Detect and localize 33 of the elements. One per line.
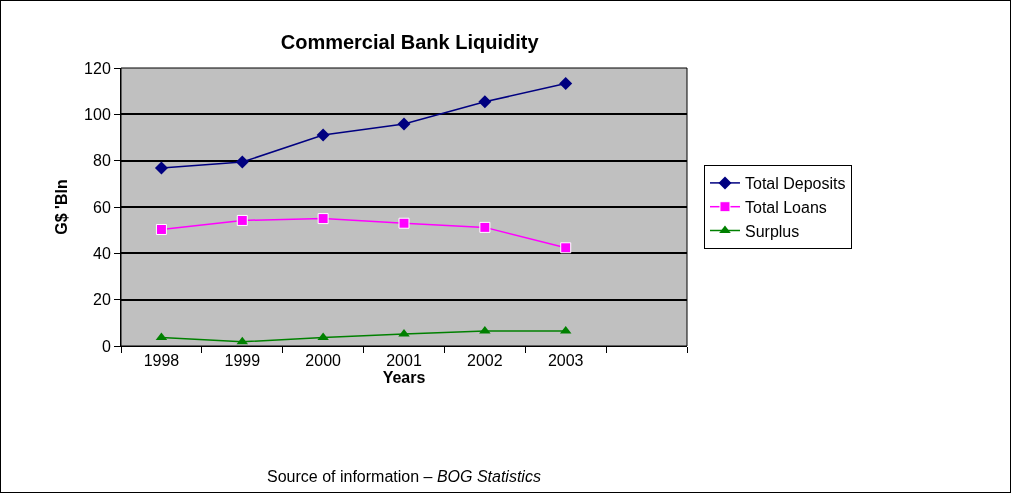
y-axis-title: G$ 'Bln xyxy=(53,179,70,235)
point xyxy=(479,221,491,233)
text: BOG Statistics xyxy=(436,468,541,485)
source-note: Source of information – xyxy=(267,468,433,485)
legend-label: Total Loans xyxy=(744,198,827,216)
point xyxy=(235,155,249,169)
point xyxy=(478,95,492,109)
x-tick-label: 1998 xyxy=(143,352,180,370)
point xyxy=(155,223,167,235)
y-tick-label: 60 xyxy=(93,198,111,216)
x-tick-label: 2001 xyxy=(386,352,422,370)
point xyxy=(397,117,411,131)
point xyxy=(154,161,168,175)
point xyxy=(560,242,572,254)
y-tick-label: 100 xyxy=(84,105,111,123)
x-tick-label: 2003 xyxy=(547,352,584,370)
point xyxy=(559,77,573,91)
y-tick-label: 0 xyxy=(101,337,111,355)
point xyxy=(398,217,410,229)
x-tick-label: 2002 xyxy=(467,352,503,370)
point xyxy=(316,128,330,142)
y-tick-label: 120 xyxy=(84,59,111,77)
point xyxy=(236,214,248,226)
chart-title: Commercial Bank Liquidity xyxy=(280,31,540,54)
legend-label: Surplus xyxy=(744,222,800,240)
y-tick-label: 40 xyxy=(93,244,111,262)
point xyxy=(317,213,329,225)
y-tick-label: 80 xyxy=(93,152,111,170)
legend-label: Total Deposits xyxy=(744,175,846,193)
x-tick-label: 2000 xyxy=(305,352,342,370)
y-tick-label: 20 xyxy=(93,291,111,309)
x-tick-label: 1999 xyxy=(224,352,261,370)
x-axis-title: Years xyxy=(382,369,426,387)
